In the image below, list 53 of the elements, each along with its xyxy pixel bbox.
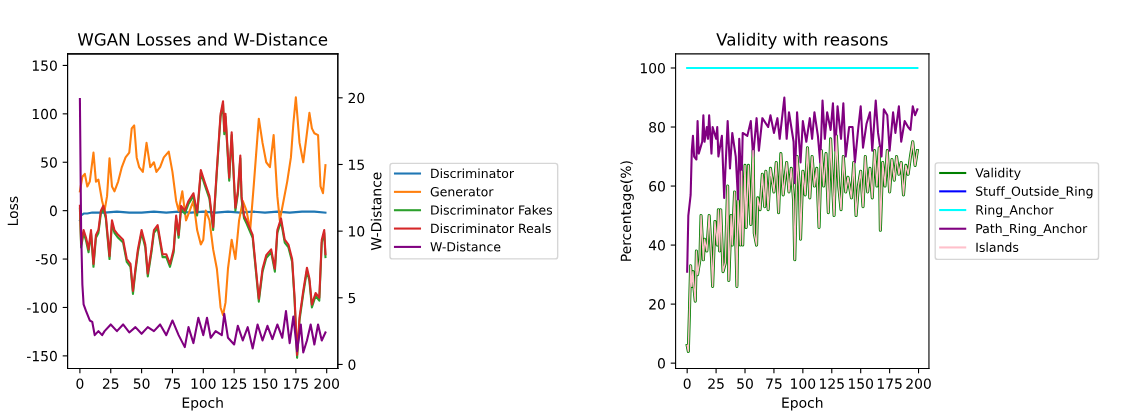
x-tick-label: 25 (708, 378, 724, 389)
y2-tick-label: 10 (349, 226, 365, 237)
y2-tick-label: 20 (348, 92, 365, 104)
x-tick-label: 150 (253, 378, 278, 389)
legend-label: Discriminator Reals (431, 223, 551, 234)
x-tick-label: 150 (848, 378, 874, 389)
x-tick-label: 175 (877, 378, 902, 389)
y-axis-title: Loss (7, 196, 19, 226)
y-tick-label: 40 (648, 240, 665, 251)
y2-axis-title: W-Distance (370, 172, 382, 251)
x-tick-label: 125 (820, 378, 844, 389)
x-tick-label: 200 (906, 378, 931, 389)
legend-label: Islands (976, 242, 1019, 252)
y-tick-label: 80 (649, 121, 665, 133)
legend-label: Stuff_Outside_Ring (976, 186, 1093, 199)
x-tick-label: 75 (164, 378, 181, 389)
x-tick-label: 50 (133, 378, 150, 389)
chart-title: WGAN Losses and W-Distance (77, 32, 328, 46)
x-tick-label: 100 (791, 378, 816, 389)
x-tick-label: 100 (191, 378, 216, 389)
legend-label: Discriminator (431, 168, 515, 179)
x-tick-label: 0 (683, 378, 691, 389)
y-tick-label: 60 (649, 181, 665, 192)
y-tick-label: -50 (35, 254, 57, 265)
x-axis-title: Epoch (182, 397, 223, 411)
y2-tick-label: 15 (349, 159, 364, 170)
x-tick-label: 175 (284, 378, 308, 389)
y-tick-label: 0 (49, 205, 57, 217)
y-tick-label: 100 (640, 62, 665, 74)
legend-label: W-Distance (430, 241, 501, 252)
legend-label: Path_Ring_Anchor (976, 223, 1088, 237)
y-tick-label: 150 (32, 60, 57, 71)
x-tick-label: 200 (314, 378, 340, 389)
chart-title: Validity with reasons (716, 32, 888, 49)
y-axis-title: Percentage(%) (620, 161, 634, 261)
x-tick-label: 25 (102, 378, 119, 389)
y-tick-label: 0 (657, 358, 665, 369)
x-tick-label: 75 (766, 378, 782, 389)
y-tick-label: -150 (27, 350, 57, 362)
y2-tick-label: 5 (348, 292, 356, 304)
y-tick-label: 20 (649, 299, 665, 310)
x-tick-label: 50 (737, 378, 753, 389)
y-tick-label: -100 (27, 302, 57, 313)
legend-label: Ring_Anchor (976, 204, 1054, 218)
y2-tick-label: 0 (348, 359, 356, 370)
legend-label: Discriminator Fakes (431, 205, 553, 215)
legend-label: Generator (430, 186, 494, 197)
y-tick-label: 50 (41, 157, 57, 168)
x-tick-label: 0 (76, 378, 84, 389)
y-tick-label: 100 (32, 108, 57, 120)
x-tick-label: 125 (222, 378, 247, 389)
x-axis-title: Epoch (782, 397, 823, 411)
legend-label: Validity (975, 167, 1021, 180)
